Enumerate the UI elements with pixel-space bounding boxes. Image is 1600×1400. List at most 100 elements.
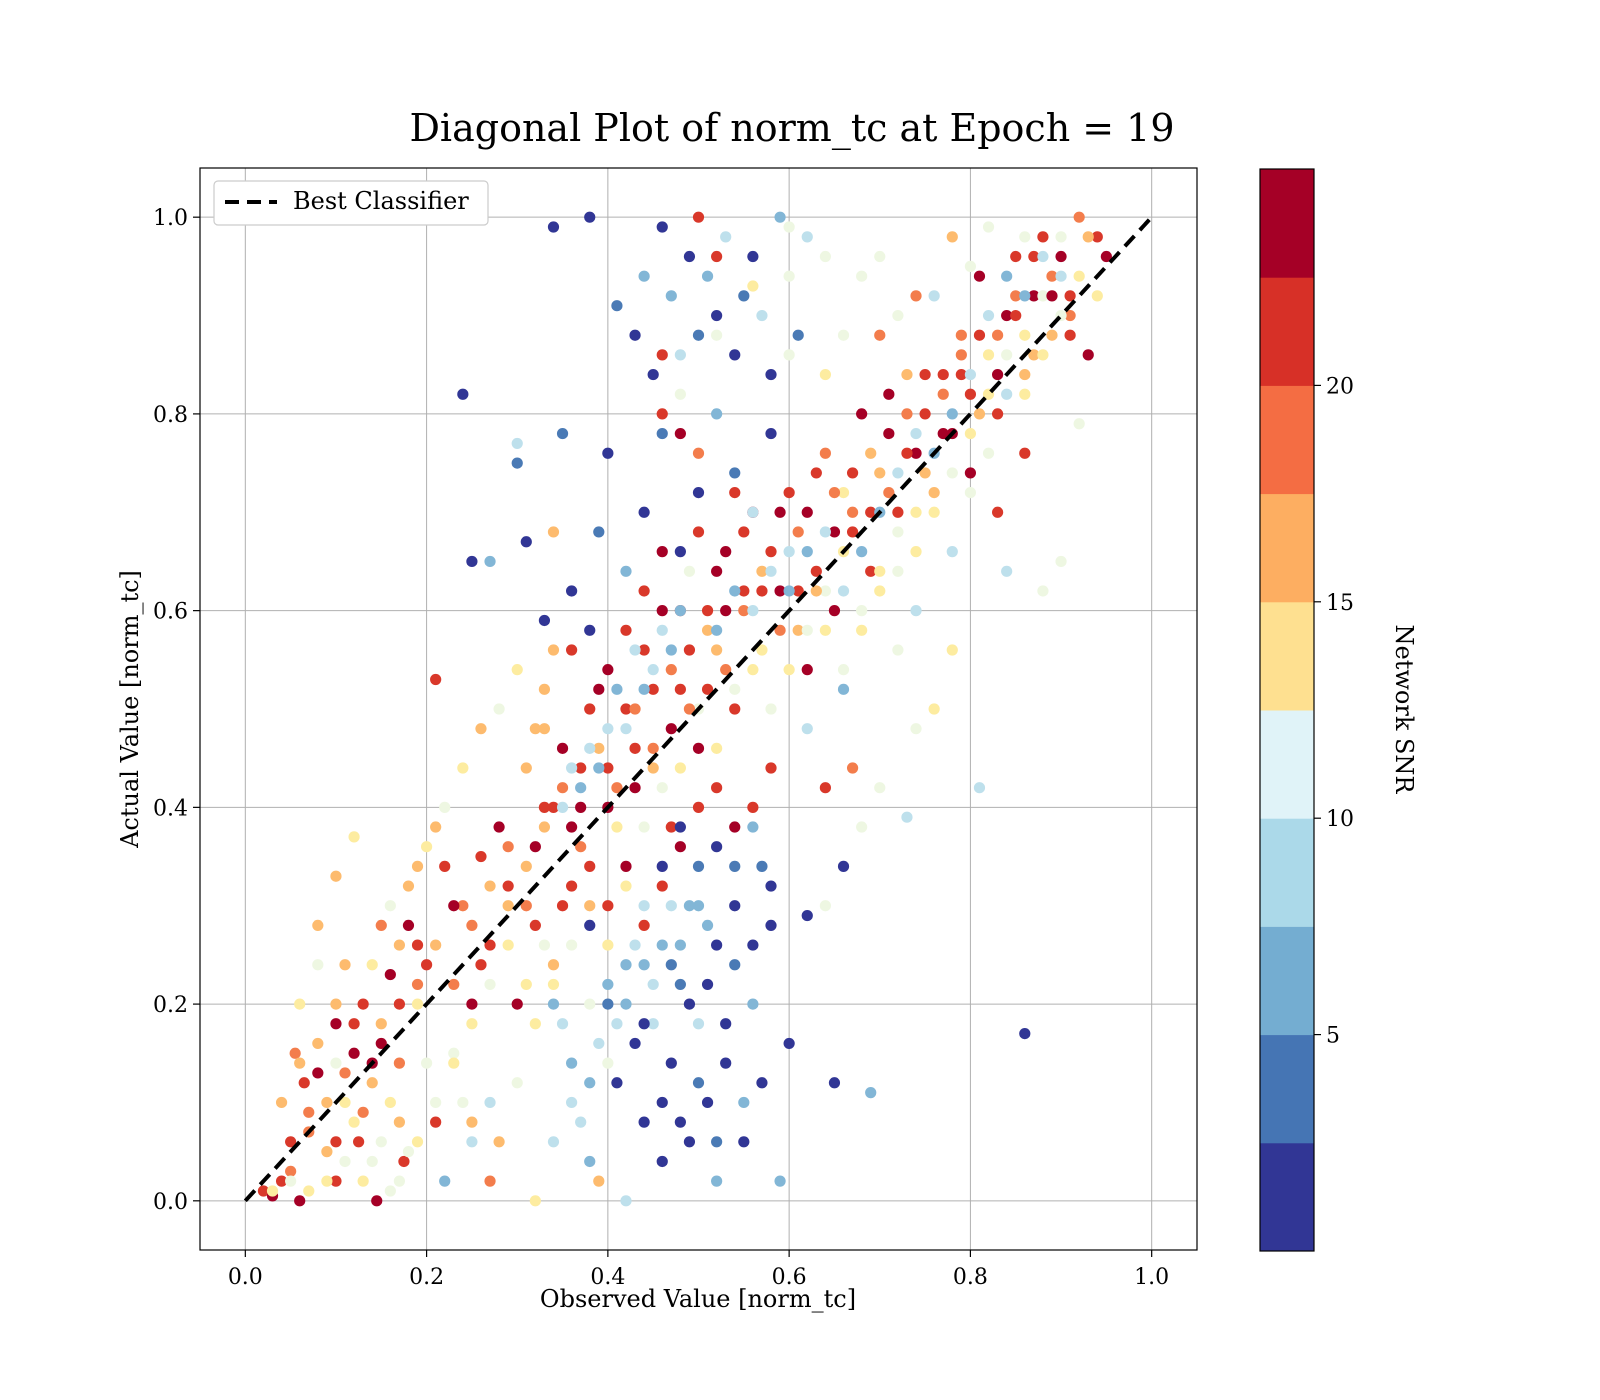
data-point bbox=[819, 900, 831, 912]
data-point bbox=[665, 664, 677, 676]
colorbar-segment bbox=[1260, 710, 1314, 819]
data-point bbox=[402, 880, 415, 892]
data-point bbox=[466, 555, 478, 568]
data-point bbox=[285, 1165, 297, 1177]
data-point bbox=[973, 270, 986, 282]
data-point bbox=[321, 1146, 333, 1158]
data-point bbox=[856, 408, 868, 420]
data-point bbox=[647, 762, 659, 774]
data-point bbox=[656, 605, 668, 617]
data-point bbox=[729, 683, 741, 695]
data-point bbox=[992, 506, 1004, 518]
colorbar-segment bbox=[1260, 818, 1314, 927]
data-point bbox=[674, 821, 686, 833]
data-point bbox=[747, 280, 759, 292]
data-point bbox=[892, 526, 904, 538]
data-point bbox=[910, 447, 922, 459]
data-point bbox=[398, 1155, 410, 1168]
data-point bbox=[1037, 231, 1049, 243]
data-point bbox=[765, 368, 777, 381]
data-point bbox=[656, 1096, 668, 1109]
data-point bbox=[756, 644, 768, 656]
data-point bbox=[982, 447, 995, 459]
data-point bbox=[547, 801, 560, 813]
data-point bbox=[384, 1185, 396, 1197]
data-point bbox=[765, 546, 777, 558]
data-point bbox=[402, 1146, 415, 1158]
data-point bbox=[602, 900, 614, 912]
data-point bbox=[738, 585, 750, 597]
data-point bbox=[783, 270, 795, 282]
data-point bbox=[484, 1096, 496, 1109]
data-point bbox=[430, 1096, 442, 1109]
data-point bbox=[257, 1185, 270, 1197]
data-point bbox=[1019, 368, 1031, 381]
data-point bbox=[638, 821, 650, 833]
data-point bbox=[747, 250, 759, 263]
data-point bbox=[874, 329, 886, 341]
data-point bbox=[475, 959, 487, 971]
data-point bbox=[384, 900, 396, 912]
data-point bbox=[584, 998, 596, 1010]
data-point bbox=[783, 585, 795, 597]
data-point bbox=[411, 998, 424, 1010]
data-point bbox=[321, 1175, 333, 1187]
data-point bbox=[701, 978, 714, 991]
data-point bbox=[711, 309, 723, 322]
data-point bbox=[683, 900, 696, 912]
data-point bbox=[1091, 290, 1103, 302]
data-point bbox=[982, 221, 995, 233]
data-point bbox=[584, 860, 596, 872]
data-point bbox=[783, 349, 795, 361]
data-point bbox=[883, 427, 895, 440]
x-axis-ticks: 0.0 0.2 0.4 0.6 0.8 1.0 bbox=[228, 1250, 1169, 1290]
data-point bbox=[575, 841, 587, 853]
data-point bbox=[919, 467, 931, 479]
data-point bbox=[774, 624, 786, 636]
data-point bbox=[683, 250, 696, 263]
data-point bbox=[683, 998, 696, 1010]
data-point bbox=[520, 762, 532, 774]
data-point bbox=[1073, 211, 1085, 223]
data-point bbox=[511, 998, 523, 1010]
data-point bbox=[538, 821, 551, 833]
data-point bbox=[466, 998, 478, 1010]
data-point bbox=[819, 624, 831, 636]
colorbar-segment bbox=[1260, 385, 1314, 495]
data-point bbox=[837, 683, 850, 695]
data-point bbox=[275, 1175, 288, 1187]
data-point bbox=[964, 368, 977, 381]
data-point bbox=[511, 437, 523, 450]
data-point bbox=[1001, 565, 1013, 577]
chart-title: Diagonal Plot of norm_tc at Epoch = 19 bbox=[409, 106, 1174, 151]
data-point bbox=[928, 290, 940, 302]
data-point bbox=[1100, 250, 1112, 263]
data-point bbox=[729, 703, 741, 715]
data-point bbox=[982, 349, 995, 361]
data-point bbox=[1037, 349, 1049, 361]
data-point bbox=[674, 1116, 686, 1128]
data-point bbox=[774, 585, 786, 597]
data-point bbox=[520, 900, 532, 912]
data-point bbox=[883, 388, 895, 400]
data-point bbox=[1028, 349, 1040, 361]
data-point bbox=[865, 565, 877, 577]
data-point bbox=[774, 1175, 786, 1187]
colorbar-tick-label: 10 bbox=[1326, 807, 1354, 832]
data-point bbox=[339, 1067, 351, 1079]
data-point bbox=[955, 349, 967, 361]
data-point bbox=[711, 841, 723, 853]
data-point bbox=[937, 427, 949, 440]
data-point bbox=[783, 546, 795, 558]
data-point bbox=[756, 860, 768, 872]
data-point bbox=[683, 703, 696, 715]
data-point bbox=[420, 959, 433, 971]
data-point bbox=[937, 388, 949, 400]
data-point bbox=[330, 1018, 342, 1030]
data-point bbox=[547, 1136, 560, 1148]
data-point bbox=[783, 487, 795, 499]
data-point bbox=[683, 1136, 696, 1148]
x-tick-label: 0.4 bbox=[590, 1265, 625, 1290]
data-point bbox=[792, 329, 804, 341]
data-point bbox=[298, 1077, 310, 1089]
